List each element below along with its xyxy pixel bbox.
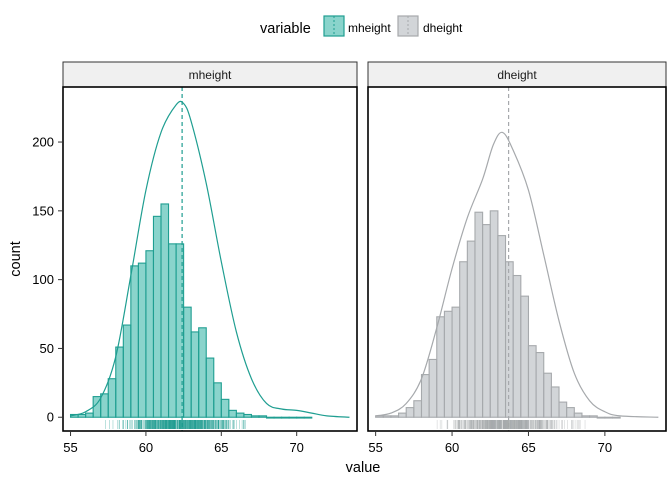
histogram-bar [152,215,162,418]
histogram-bar [220,398,230,418]
histogram-bar [273,416,283,419]
histogram-bar [420,374,430,418]
histogram-bar [413,400,423,418]
histogram-bar [122,324,132,418]
histogram-bar [160,203,170,418]
histogram-bar [504,261,514,418]
histogram-bar [228,409,237,418]
histogram-bar [451,306,461,418]
histogram-bar [258,415,268,418]
legend: variable mheight dheight [260,15,463,37]
histogram-bar [596,416,606,419]
histogram-bar [459,261,468,418]
histogram-bar [543,372,552,418]
histogram-bar [566,407,575,418]
strip-label-dheight: dheight [497,68,537,82]
histogram-bar [100,393,109,418]
histogram-bar [558,401,568,418]
y-tick-label: 0 [47,410,54,425]
histogram-bar [512,274,522,418]
y-axis-title: count [8,241,24,276]
histogram-bar [250,415,260,418]
density-curve [375,131,659,418]
x-axis-title: value [346,460,381,476]
panel-strip-mheight: mheight [62,61,358,88]
panel-mheight [69,87,350,431]
y-tick-label: 150 [32,203,54,218]
y-tick-label: 50 [40,341,54,356]
y-tick-label: 100 [32,272,54,287]
histogram-bar [190,331,200,418]
x-axis-mheight: 55 60 65 70 [63,431,304,455]
histogram-bar [573,412,583,418]
histogram-bar [137,262,147,418]
histogram-bar [443,310,453,418]
rug-marks [436,420,586,429]
histogram-bar [213,382,222,418]
histogram-bar [604,416,614,419]
histogram-bar [482,224,491,418]
histogram-bar [167,243,177,418]
histogram-bar [265,416,275,419]
panel-border-mheight [62,86,358,432]
histogram-bar [497,235,507,418]
histogram-bar [281,416,290,419]
histogram-bar [581,415,591,418]
density-curve [70,100,350,418]
x-tick-label: 70 [289,440,303,455]
x-tick-label: 70 [598,440,612,455]
x-tick-label: 55 [63,440,77,455]
x-axis-dheight: 55 60 65 70 [368,431,612,455]
histogram-bar [527,345,537,418]
histogram-bar [85,412,94,418]
histogram-bar [205,357,215,418]
y-tick-label: 200 [32,135,54,150]
legend-title: variable [260,21,311,37]
histogram-bar [145,250,155,418]
legend-label-mheight: mheight [348,21,391,35]
histogram-bar [296,416,305,419]
panel-strip-dheight: dheight [367,61,667,88]
histogram-bar [77,413,87,418]
histogram-bar [428,358,438,418]
histogram-bar [466,240,476,418]
rug-marks [105,420,246,429]
x-tick-label: 60 [445,440,459,455]
strip-label-mheight: mheight [189,68,232,82]
histogram-bar [243,413,253,418]
histogram-bar [489,210,499,418]
histogram-bar [550,386,560,418]
histogram-bar [589,415,598,418]
histogram-bar [382,415,392,418]
histogram-bar [520,295,530,418]
y-axis: 0 50 100 150 200 [32,135,63,425]
x-tick-label: 65 [521,440,535,455]
histogram-bar [405,407,415,418]
x-tick-label: 65 [214,440,228,455]
histogram-bar [107,378,117,418]
histogram-bar [474,211,484,418]
histogram-bar [183,306,192,418]
histogram-bar [235,412,245,418]
histogram-bar [436,316,445,418]
histogram-bar [390,415,400,418]
panel-dheight [375,87,659,431]
histogram-bar [398,412,407,418]
panel-border-dheight [367,86,667,432]
histogram-bar [535,352,545,418]
histogram-bar [303,416,313,419]
histogram-bar [130,265,139,418]
histogram-bar [115,346,124,418]
legend-label-dheight: dheight [423,21,463,35]
histogram-bar [611,416,621,419]
x-tick-label: 60 [139,440,153,455]
histogram-bar [288,416,298,419]
histogram-bar [198,327,207,418]
x-tick-label: 55 [368,440,382,455]
